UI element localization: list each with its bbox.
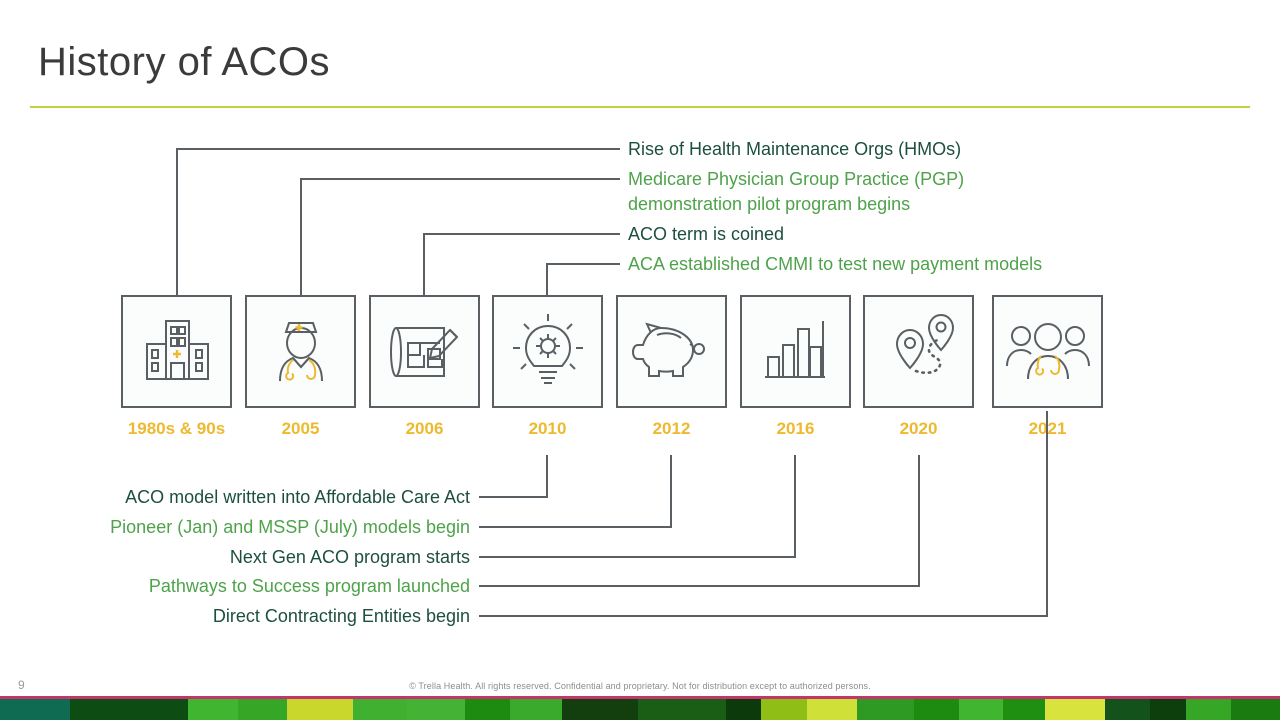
timeline-box-2021[interactable] xyxy=(992,295,1103,408)
timeline-box-1980s[interactable] xyxy=(121,295,232,408)
footer-band-swatch xyxy=(238,699,287,720)
footer-band-swatch xyxy=(959,699,1003,720)
lightbulb-gear-icon xyxy=(512,313,583,384)
care-team-people-icon xyxy=(1005,322,1090,379)
annotation-above-aca-cmmi: ACA established CMMI to test new payment… xyxy=(628,254,1043,274)
connector-vertical-2012 xyxy=(670,455,672,527)
annotation-above-aco-term: ACO term is coined xyxy=(628,224,785,244)
footer-band-swatch xyxy=(761,699,807,720)
timeline-year-2006: 2006 xyxy=(405,419,444,438)
footer-band-swatch xyxy=(510,699,563,720)
connector-vertical-2021 xyxy=(1046,411,1048,617)
timeline-box-2012[interactable] xyxy=(616,295,727,408)
footer-band-swatch xyxy=(353,699,407,720)
footer-band-swatch xyxy=(1044,699,1105,720)
connector-vertical-2006 xyxy=(423,233,425,295)
footer-band-swatch xyxy=(1150,699,1186,720)
footer-accent-rule xyxy=(0,696,1280,699)
footer-band-swatch xyxy=(806,699,857,720)
footer-band-swatch xyxy=(913,699,960,720)
footer-band-swatch xyxy=(187,699,239,720)
connector-horizontal-2012 xyxy=(479,526,672,528)
connector-vertical-2020 xyxy=(918,455,920,587)
timeline-year-2005: 2005 xyxy=(281,419,320,438)
footer-band-swatch xyxy=(0,699,70,720)
connector-horizontal-2010-bottom xyxy=(479,496,548,498)
connector-horizontal-2021 xyxy=(479,615,1048,617)
footer-band-swatch xyxy=(286,699,354,720)
footer-band-swatch xyxy=(638,699,726,720)
timeline-year-2020: 2020 xyxy=(899,419,938,438)
annotation-below-next-gen: Next Gen ACO program starts xyxy=(229,547,470,567)
annotation-below-pathways: Pathways to Success program launched xyxy=(148,576,470,596)
title-divider xyxy=(30,106,1250,108)
blueprint-pencil-icon xyxy=(389,326,458,377)
map-route-pins-icon xyxy=(895,313,954,374)
footer-band-swatch xyxy=(1231,699,1280,720)
footer-band-swatch xyxy=(562,699,639,720)
connector-vertical-2016 xyxy=(794,455,796,557)
piggy-bank-icon xyxy=(631,321,705,377)
connector-horizontal-2020 xyxy=(479,585,920,587)
bar-chart-icon xyxy=(764,320,825,378)
footer-band-swatch xyxy=(1002,699,1045,720)
hospital-building-icon xyxy=(145,319,209,380)
annotation-above-pgp: Medicare Physician Group Practice (PGP) … xyxy=(628,169,965,214)
footer-band-swatch xyxy=(856,699,914,720)
timeline-box-2010[interactable] xyxy=(492,295,603,408)
copyright-notice: © Trella Health. All rights reserved. Co… xyxy=(409,681,871,691)
footer-band-swatch xyxy=(406,699,465,720)
timeline-box-2006[interactable] xyxy=(369,295,480,408)
annotation-above-hmos: Rise of Health Maintenance Orgs (HMOs) xyxy=(628,139,962,159)
timeline-box-2005[interactable] xyxy=(245,295,356,408)
connector-horizontal-2016 xyxy=(479,556,796,558)
nurse-icon xyxy=(278,321,323,381)
footer-color-band xyxy=(0,699,1280,720)
connector-vertical-2010-top xyxy=(546,263,548,295)
page-title: History of ACOs xyxy=(38,40,331,84)
annotation-below-aco-model: ACO model written into Affordable Care A… xyxy=(125,487,470,507)
timeline-box-2020[interactable] xyxy=(863,295,974,408)
timeline-year-1980s: 1980s & 90s xyxy=(127,419,226,438)
connector-vertical-1980s xyxy=(176,148,178,295)
footer-band-swatch xyxy=(725,699,762,720)
footer-band-swatch xyxy=(464,699,511,720)
page-number: 9 xyxy=(18,678,25,692)
annotation-below-pioneer: Pioneer (Jan) and MSSP (July) models beg… xyxy=(110,517,470,537)
footer-band-swatch xyxy=(1185,699,1232,720)
connector-horizontal-2005 xyxy=(300,178,620,180)
annotation-below-direct-contracting: Direct Contracting Entities begin xyxy=(212,606,470,626)
timeline-year-2012: 2012 xyxy=(652,419,691,438)
timeline-year-2010: 2010 xyxy=(528,419,567,438)
footer-band-swatch xyxy=(1104,699,1151,720)
connector-vertical-2010-bottom xyxy=(546,455,548,497)
connector-horizontal-2006 xyxy=(423,233,620,235)
timeline-box-2016[interactable] xyxy=(740,295,851,408)
footer-band-swatch xyxy=(69,699,188,720)
timeline-year-2016: 2016 xyxy=(776,419,815,438)
connector-vertical-2005 xyxy=(300,178,302,295)
connector-horizontal-1980s xyxy=(176,148,620,150)
connector-horizontal-2010-top xyxy=(546,263,620,265)
